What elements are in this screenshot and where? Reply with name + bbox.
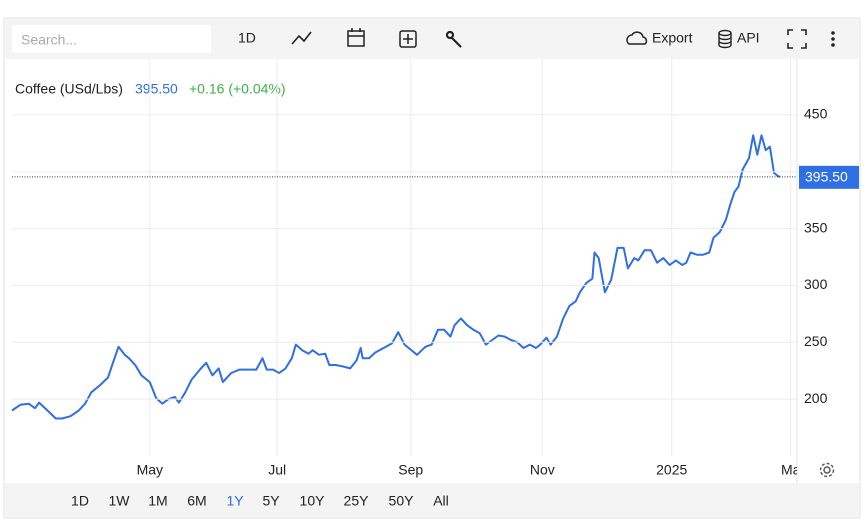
- search-box[interactable]: [12, 25, 211, 53]
- calendar-icon[interactable]: [347, 28, 365, 47]
- range-button[interactable]: 6M: [187, 493, 206, 509]
- x-tick-label: 2025: [656, 462, 687, 478]
- chart-type-icon[interactable]: [291, 31, 312, 45]
- price-line: [11, 134, 781, 420]
- x-tick-label: Sep: [398, 462, 423, 478]
- range-button[interactable]: 10Y: [300, 493, 326, 509]
- x-tick-label: Nov: [530, 462, 555, 478]
- y-tick-label: 450: [804, 106, 828, 122]
- legend-name: Coffee (USd/Lbs): [15, 81, 123, 97]
- y-tick-label: 300: [804, 276, 828, 292]
- range-button[interactable]: 50Y: [389, 493, 415, 509]
- menu-icon[interactable]: [831, 31, 835, 47]
- legend-change: +0.16 (+0.04%): [189, 81, 286, 97]
- settings-icon[interactable]: [445, 30, 462, 48]
- range-button[interactable]: All: [433, 493, 449, 509]
- range-bar: [5, 483, 859, 517]
- frame: [3, 17, 861, 519]
- legend-last: 395.50: [135, 81, 178, 97]
- plot-area: May Jul Sep Nov 2025 Ma: [11, 58, 801, 478]
- y-tick-label: 200: [804, 390, 828, 406]
- y-tick-label: 350: [804, 219, 828, 235]
- api-icon[interactable]: [718, 29, 732, 49]
- range-button[interactable]: 1D: [71, 493, 89, 509]
- x-tick-label: Ma: [781, 462, 801, 478]
- interval-button[interactable]: 1D: [238, 30, 256, 46]
- axis-settings-icon[interactable]: [819, 462, 835, 478]
- last-price-label: 395.50: [805, 169, 848, 185]
- api-button[interactable]: API: [737, 30, 760, 46]
- range-button[interactable]: 1Y: [226, 493, 244, 509]
- x-tick-label: May: [137, 462, 163, 478]
- range-button[interactable]: 1W: [109, 493, 131, 509]
- range-button[interactable]: 25Y: [344, 493, 370, 509]
- last-price-tag: [799, 165, 859, 189]
- y-tick-label: 250: [804, 333, 828, 349]
- x-tick-label: Jul: [268, 462, 286, 478]
- export-button[interactable]: Export: [652, 30, 693, 46]
- add-icon[interactable]: [399, 30, 417, 48]
- fullscreen-icon[interactable]: [787, 29, 807, 49]
- range-button[interactable]: 1M: [148, 493, 167, 509]
- range-button[interactable]: 5Y: [262, 493, 280, 509]
- export-icon[interactable]: [626, 31, 648, 45]
- search-placeholder: Search...: [21, 32, 77, 48]
